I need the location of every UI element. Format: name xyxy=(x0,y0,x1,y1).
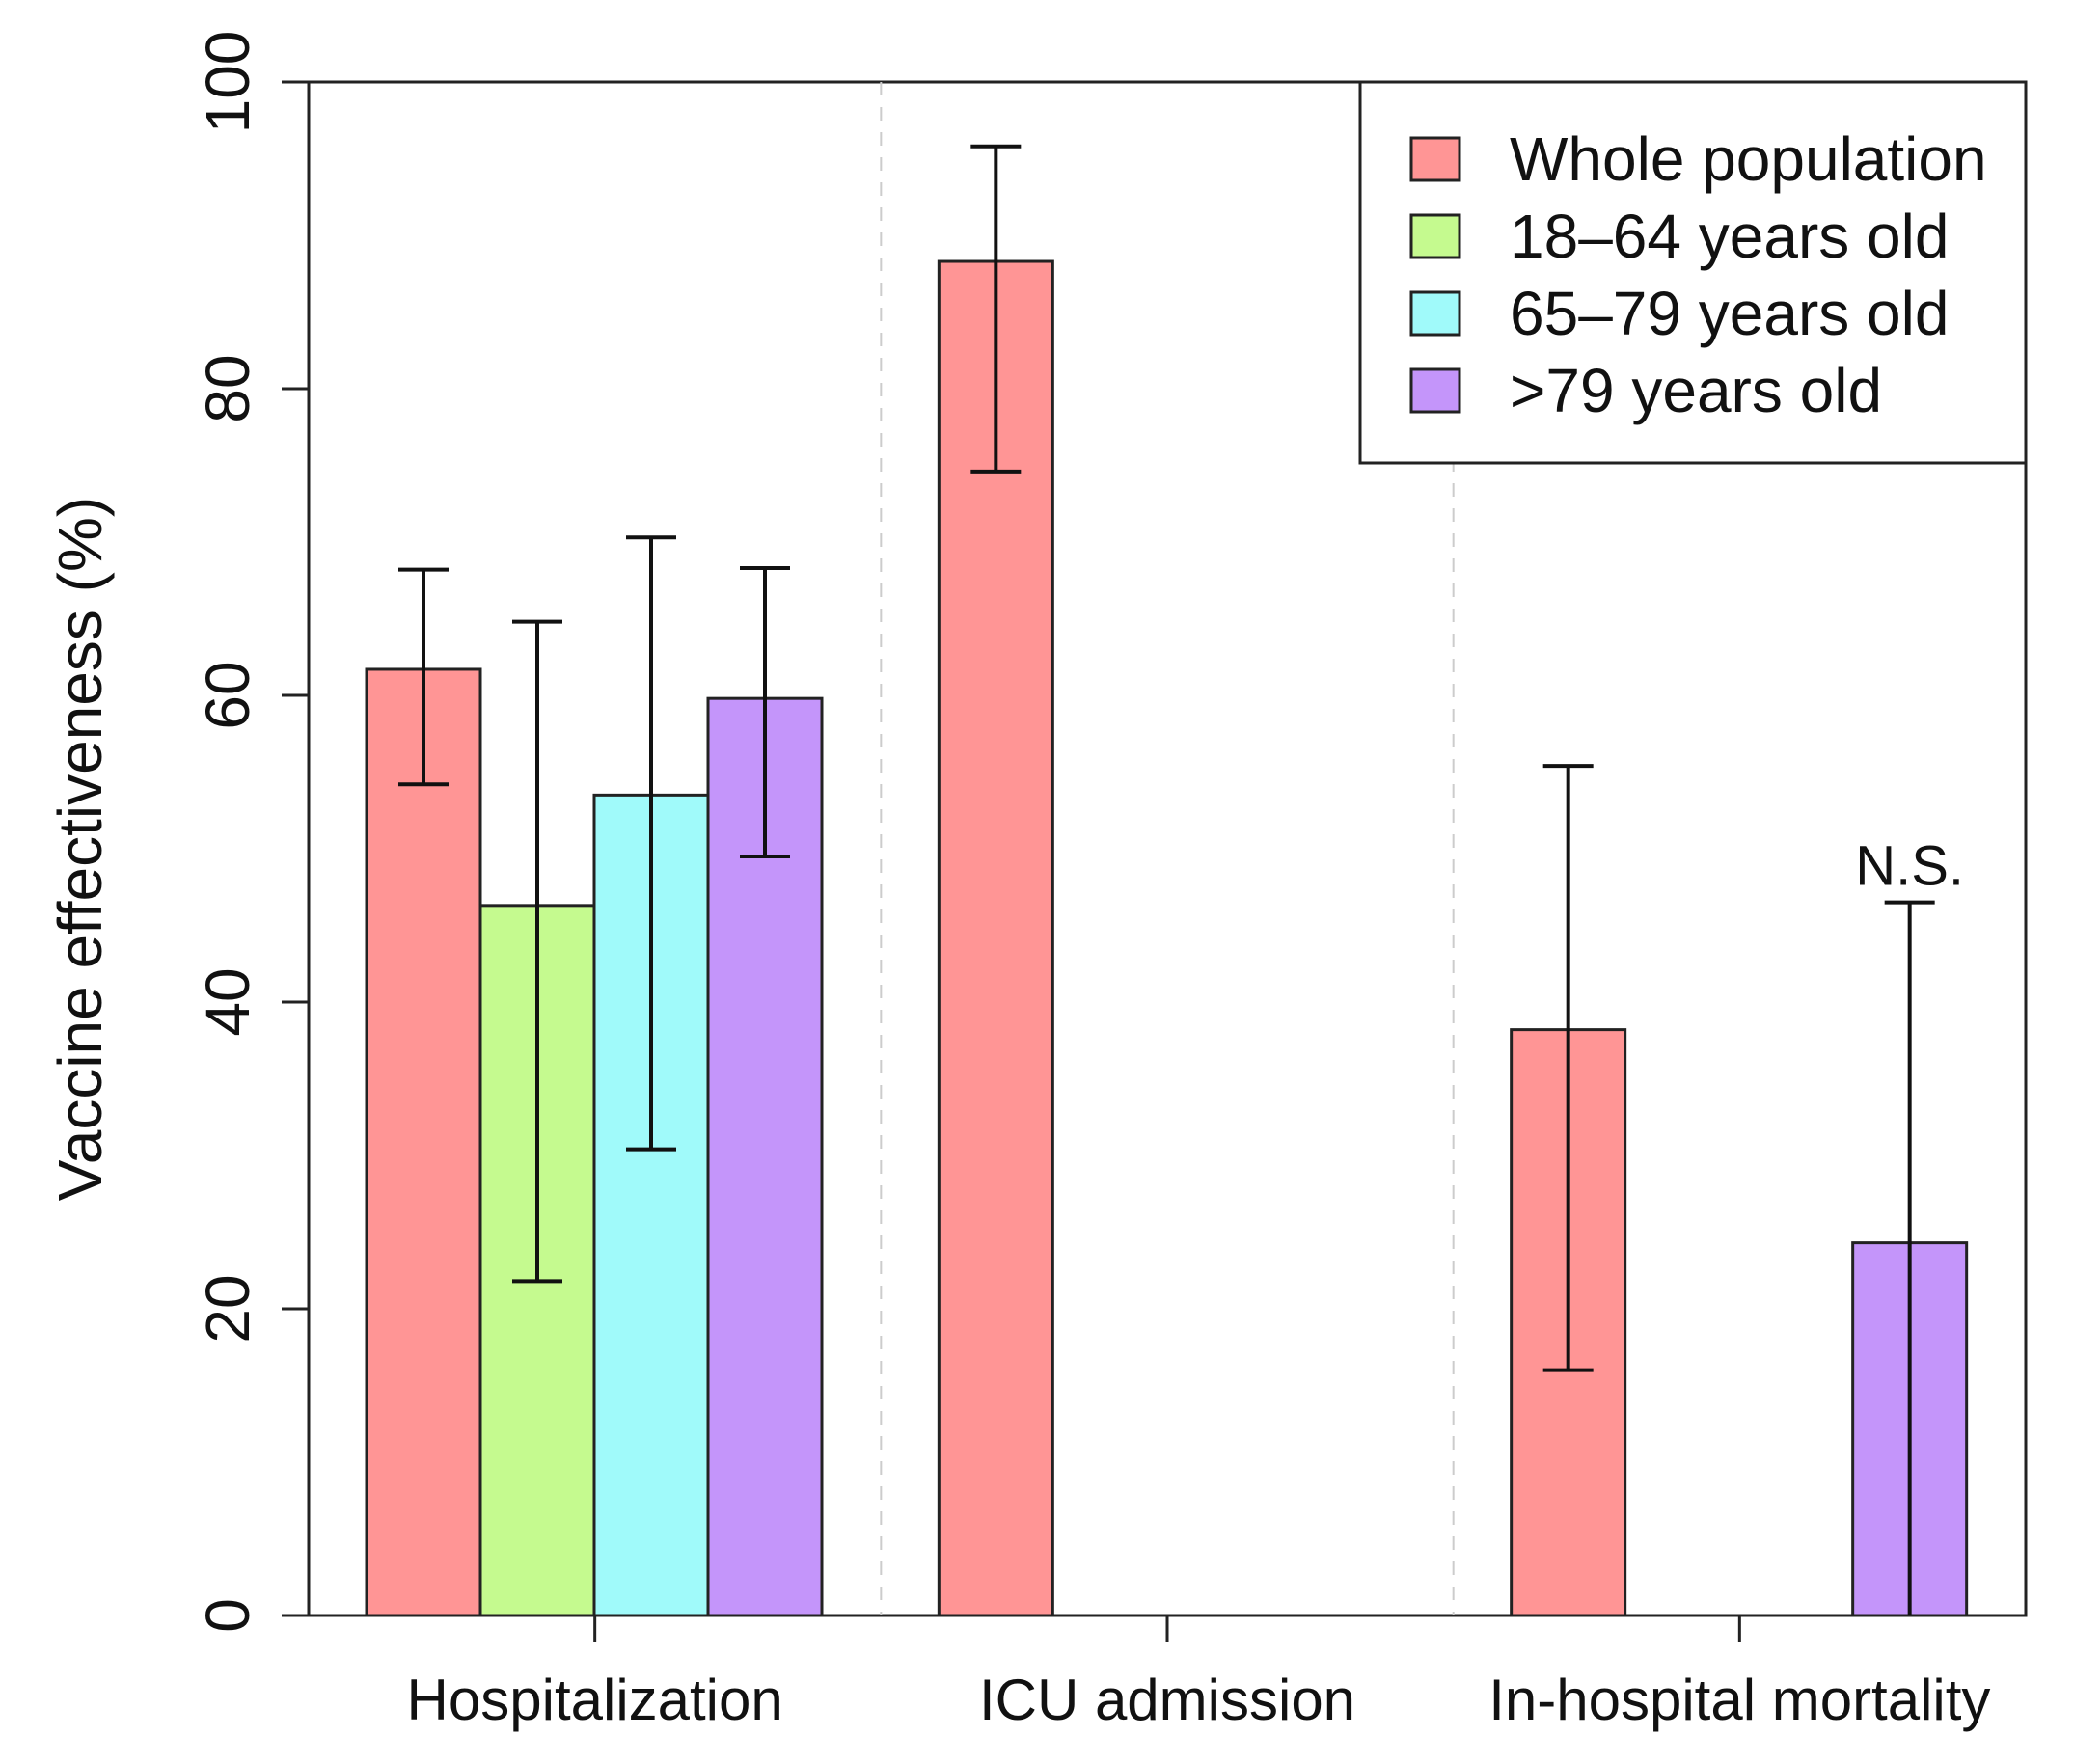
y-tick-label-60: 60 xyxy=(193,661,262,729)
x-tick-label-in-hospital-mortality: In-hospital mortality xyxy=(1488,1668,1990,1732)
legend-swatch-65-79-years-old xyxy=(1409,290,1461,337)
x-tick-label-hospitalization: Hospitalization xyxy=(407,1668,783,1732)
annotation-ns: N.S. xyxy=(1855,835,1964,898)
legend-box xyxy=(1358,80,2028,465)
y-tick-label-20: 20 xyxy=(193,1274,262,1343)
y-tick-label-0: 0 xyxy=(193,1598,262,1633)
legend-label-79-years-old: >79 years old xyxy=(1510,356,1882,425)
x-tick-label-icu-admission: ICU admission xyxy=(979,1668,1355,1732)
legend-swatch-79-years-old xyxy=(1409,367,1461,414)
legend-label-65-79-years-old: 65–79 years old xyxy=(1510,279,1949,348)
legend-swatch-18-64-years-old xyxy=(1409,213,1461,259)
y-tick-label-80: 80 xyxy=(193,354,262,422)
legend-label-18-64-years-old: 18–64 years old xyxy=(1510,202,1949,271)
legend: Whole population 18–64 years old 65–79 yea… xyxy=(1358,80,2028,465)
legend-label-whole-population: Whole population xyxy=(1510,124,1987,194)
y-tick-label-40: 40 xyxy=(193,967,262,1036)
y-tick-label-100: 100 xyxy=(193,31,262,134)
bar-icu-admission-whole-population xyxy=(937,259,1054,1617)
legend-swatch-whole-population xyxy=(1409,136,1461,182)
y-axis-title: Vaccine effectiveness (%) xyxy=(45,497,115,1201)
bar-hospitalization-whole-population xyxy=(365,667,482,1617)
